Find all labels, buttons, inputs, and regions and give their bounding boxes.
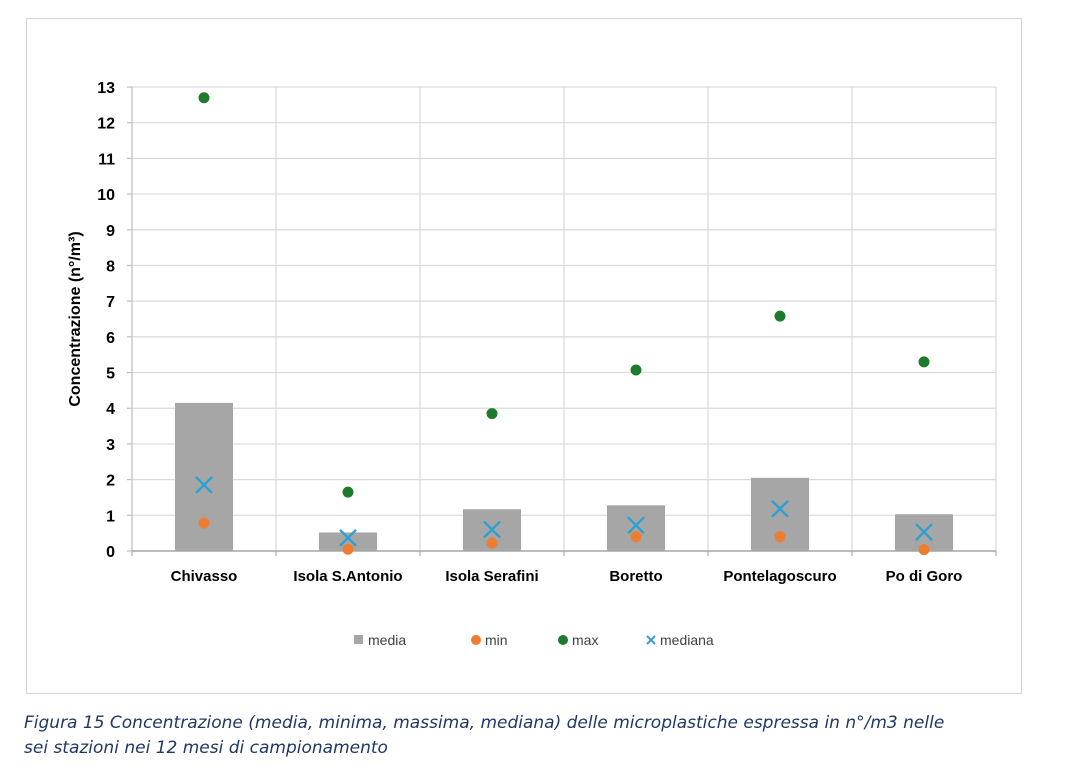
point-max xyxy=(774,310,786,322)
point-min xyxy=(198,517,210,529)
y-tick-label: 0 xyxy=(106,544,115,561)
point-mediana xyxy=(195,476,213,494)
point-max xyxy=(918,356,930,368)
point-mediana xyxy=(339,528,357,547)
caption-line-1: Figura 15 Concentrazione (media, minima,… xyxy=(24,713,945,733)
chart-frame xyxy=(26,18,1022,694)
y-tick-label: 8 xyxy=(106,258,115,275)
x-tick-label: Isola S.Antonio xyxy=(293,568,402,585)
y-tick-label: 11 xyxy=(98,151,115,168)
y-tick-label: 10 xyxy=(97,187,115,204)
point-min xyxy=(342,543,354,555)
y-tick-label: 7 xyxy=(106,294,115,311)
legend-label: min xyxy=(485,632,508,648)
point-mediana xyxy=(483,520,501,539)
legend-swatch-min xyxy=(471,635,481,645)
point-min xyxy=(918,544,930,556)
point-max xyxy=(198,92,210,104)
legend-label: media xyxy=(368,632,406,648)
legend-swatch-mediana xyxy=(646,635,656,645)
x-tick-label: Chivasso xyxy=(171,568,238,585)
y-tick-label: 12 xyxy=(97,116,115,133)
point-min xyxy=(630,531,642,543)
point-min xyxy=(486,537,498,549)
bar-media xyxy=(319,532,377,551)
point-max xyxy=(630,364,642,376)
legend-label: mediana xyxy=(660,632,714,648)
point-mediana xyxy=(771,500,789,518)
y-tick-label: 13 xyxy=(97,80,115,97)
point-mediana xyxy=(627,516,645,535)
caption-line-2: sei stazioni nei 12 mesi di campionament… xyxy=(24,738,388,758)
y-tick-label: 4 xyxy=(106,401,115,418)
x-tick-label: Pontelagoscuro xyxy=(723,568,836,585)
y-tick-label: 3 xyxy=(106,437,115,454)
y-axis-title: Concentrazione (n°/m³) xyxy=(67,231,84,406)
point-max xyxy=(486,408,498,420)
legend-swatch-max xyxy=(558,635,568,645)
y-tick-label: 6 xyxy=(106,330,115,347)
point-min xyxy=(774,531,786,543)
y-tick-label: 5 xyxy=(106,366,115,383)
x-tick-label: Po di Goro xyxy=(886,568,963,585)
point-mediana xyxy=(915,523,933,541)
bar-media xyxy=(175,402,233,551)
figure-caption: Figura 15 Concentrazione (media, minima,… xyxy=(24,711,1064,761)
y-tick-label: 1 xyxy=(106,508,115,525)
y-tick-label: 9 xyxy=(106,223,115,240)
bar-media xyxy=(607,505,665,551)
point-max xyxy=(342,486,354,498)
legend-label: max xyxy=(572,632,598,648)
x-tick-label: Isola Serafini xyxy=(445,568,538,585)
legend-swatch-media xyxy=(354,635,363,644)
y-tick-label: 2 xyxy=(106,473,115,490)
x-tick-label: Boretto xyxy=(609,568,662,585)
